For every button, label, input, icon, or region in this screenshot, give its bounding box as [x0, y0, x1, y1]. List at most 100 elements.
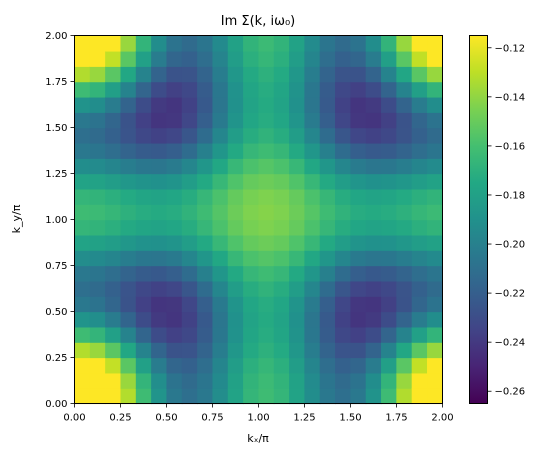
heatmap-cell	[381, 296, 397, 313]
heatmap-cell	[227, 372, 244, 389]
heatmap-cell	[151, 372, 168, 389]
heatmap-cell	[335, 388, 351, 405]
heatmap-cell	[396, 188, 413, 205]
heatmap-cell	[243, 219, 260, 236]
heatmap-cell	[151, 142, 168, 159]
y-tick-label: 0.50	[45, 307, 67, 318]
heatmap-cell	[258, 35, 275, 52]
heatmap-cell	[181, 234, 198, 251]
heatmap-cell	[197, 265, 214, 282]
heatmap-cell	[181, 265, 198, 282]
heatmap-cell	[135, 112, 152, 129]
heatmap-cell	[289, 372, 306, 389]
heatmap-cell	[258, 142, 275, 159]
heatmap-cell	[243, 372, 260, 389]
heatmap-cell	[319, 204, 336, 221]
heatmap-cell	[335, 311, 351, 328]
heatmap-cell	[427, 311, 443, 328]
heatmap-cell	[319, 142, 336, 159]
heatmap-cell	[212, 142, 229, 159]
colorbar-tick-label: −0.22	[495, 289, 526, 300]
heatmap-cell	[243, 388, 260, 405]
heatmap-cell	[74, 250, 91, 267]
heatmap-cell	[227, 388, 244, 405]
heatmap-cell	[74, 372, 91, 389]
heatmap-cell	[365, 127, 382, 144]
heatmap-cell	[319, 280, 336, 297]
heatmap-cell	[197, 35, 214, 52]
heatmap-cell	[166, 158, 183, 175]
heatmap-cell	[89, 142, 106, 159]
heatmap-cell	[304, 188, 321, 205]
x-tick-label: 0.00	[63, 413, 85, 424]
heatmap-cell	[258, 250, 275, 267]
heatmap-cell	[74, 204, 91, 221]
heatmap-cell	[120, 66, 137, 83]
heatmap-cell	[120, 158, 137, 175]
heatmap-cell	[243, 280, 260, 297]
heatmap-cell	[258, 204, 275, 221]
heatmap-cell	[304, 173, 321, 190]
heatmap-cell	[427, 342, 443, 359]
heatmap-cell	[89, 280, 106, 297]
heatmap-cell	[105, 388, 122, 405]
heatmap-cell	[197, 326, 214, 343]
heatmap-cell	[350, 96, 367, 113]
heatmap-cell	[411, 173, 428, 190]
heatmap-cell	[289, 66, 306, 83]
heatmap-cell	[212, 372, 229, 389]
heatmap-cell	[273, 204, 290, 221]
heatmap-cell	[258, 326, 275, 343]
heatmap-cell	[151, 265, 168, 282]
heatmap-cell	[258, 372, 275, 389]
heatmap-cell	[166, 127, 183, 144]
heatmap-cell	[212, 112, 229, 129]
heatmap-cell	[74, 142, 91, 159]
heatmap-cell	[350, 219, 367, 236]
heatmap-cell	[396, 326, 413, 343]
heatmap-cell	[258, 234, 275, 251]
heatmap-cell	[135, 173, 152, 190]
heatmap-cell	[135, 234, 152, 251]
y-axis-label: k_y/π	[10, 204, 23, 233]
heatmap-cell	[381, 127, 397, 144]
heatmap-cell	[304, 326, 321, 343]
heatmap-cell	[396, 112, 413, 129]
heatmap-cell	[396, 173, 413, 190]
heatmap-cell	[243, 173, 260, 190]
heatmap-cell	[365, 311, 382, 328]
heatmap-cell	[166, 388, 183, 405]
heatmap-cell	[151, 388, 168, 405]
heatmap-cell	[289, 158, 306, 175]
heatmap-cell	[273, 112, 290, 129]
heatmap-cell	[105, 188, 122, 205]
heatmap-cell	[74, 219, 91, 236]
heatmap-cell	[120, 234, 137, 251]
heatmap-cell	[427, 250, 443, 267]
heatmap-cell	[105, 112, 122, 129]
heatmap-cell	[350, 357, 367, 374]
heatmap-cell	[304, 296, 321, 313]
heatmap-cell	[197, 81, 214, 98]
heatmap-cell	[273, 127, 290, 144]
heatmap-cell	[258, 158, 275, 175]
heatmap-cell	[243, 35, 260, 52]
heatmap-cell	[181, 280, 198, 297]
heatmap-cell	[335, 357, 351, 374]
heatmap-cell	[135, 96, 152, 113]
heatmap-cell	[120, 357, 137, 374]
heatmap-cell	[335, 81, 351, 98]
heatmap-cell	[427, 35, 443, 52]
heatmap-cell	[350, 265, 367, 282]
heatmap-cell	[151, 280, 168, 297]
colorbar-tick-label: −0.14	[495, 92, 526, 103]
heatmap-cell	[365, 388, 382, 405]
x-tick-label: 0.50	[155, 413, 177, 424]
heatmap-cell	[181, 81, 198, 98]
heatmap-cell	[381, 342, 397, 359]
heatmap-cell	[289, 50, 306, 67]
heatmap-cell	[365, 188, 382, 205]
heatmap-cell	[212, 265, 229, 282]
heatmap-cell	[258, 50, 275, 67]
heatmap-cell	[365, 372, 382, 389]
